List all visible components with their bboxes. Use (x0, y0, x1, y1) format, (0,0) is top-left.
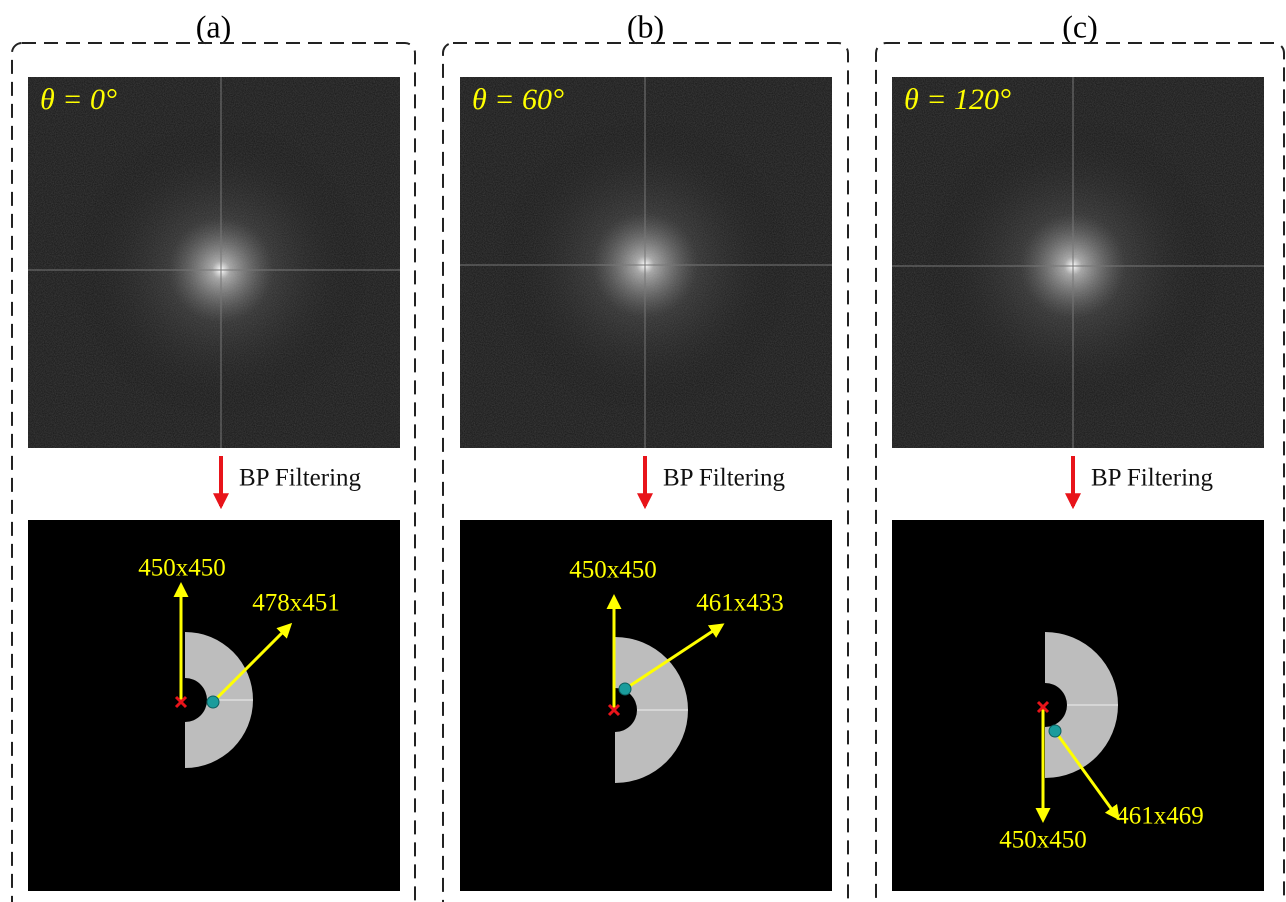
center-coord: 450x450 (138, 555, 226, 582)
peak-dot (1049, 725, 1061, 737)
panel-label: (b) (627, 8, 664, 44)
step-label: BP Filtering (1091, 465, 1214, 492)
step-label: BP Filtering (663, 465, 786, 492)
panel-label: (c) (1062, 8, 1098, 44)
angle-label: θ = 0° (40, 83, 117, 116)
panel-label: (a) (196, 8, 232, 44)
step-label: BP Filtering (239, 465, 362, 492)
figure: (a) θ = 0° BP Filtering 450x450 478x451 (b) θ … (0, 0, 1286, 902)
angle-label: θ = 60° (472, 83, 564, 116)
center-coord: 450x450 (999, 827, 1087, 854)
peak-coord: 461x469 (1116, 803, 1204, 830)
peak-coord: 478x451 (252, 590, 340, 617)
angle-label: θ = 120° (904, 83, 1011, 116)
center-coord: 450x450 (569, 557, 657, 584)
peak-dot (207, 696, 219, 708)
peak-coord: 461x433 (696, 590, 784, 617)
peak-dot (619, 683, 631, 695)
